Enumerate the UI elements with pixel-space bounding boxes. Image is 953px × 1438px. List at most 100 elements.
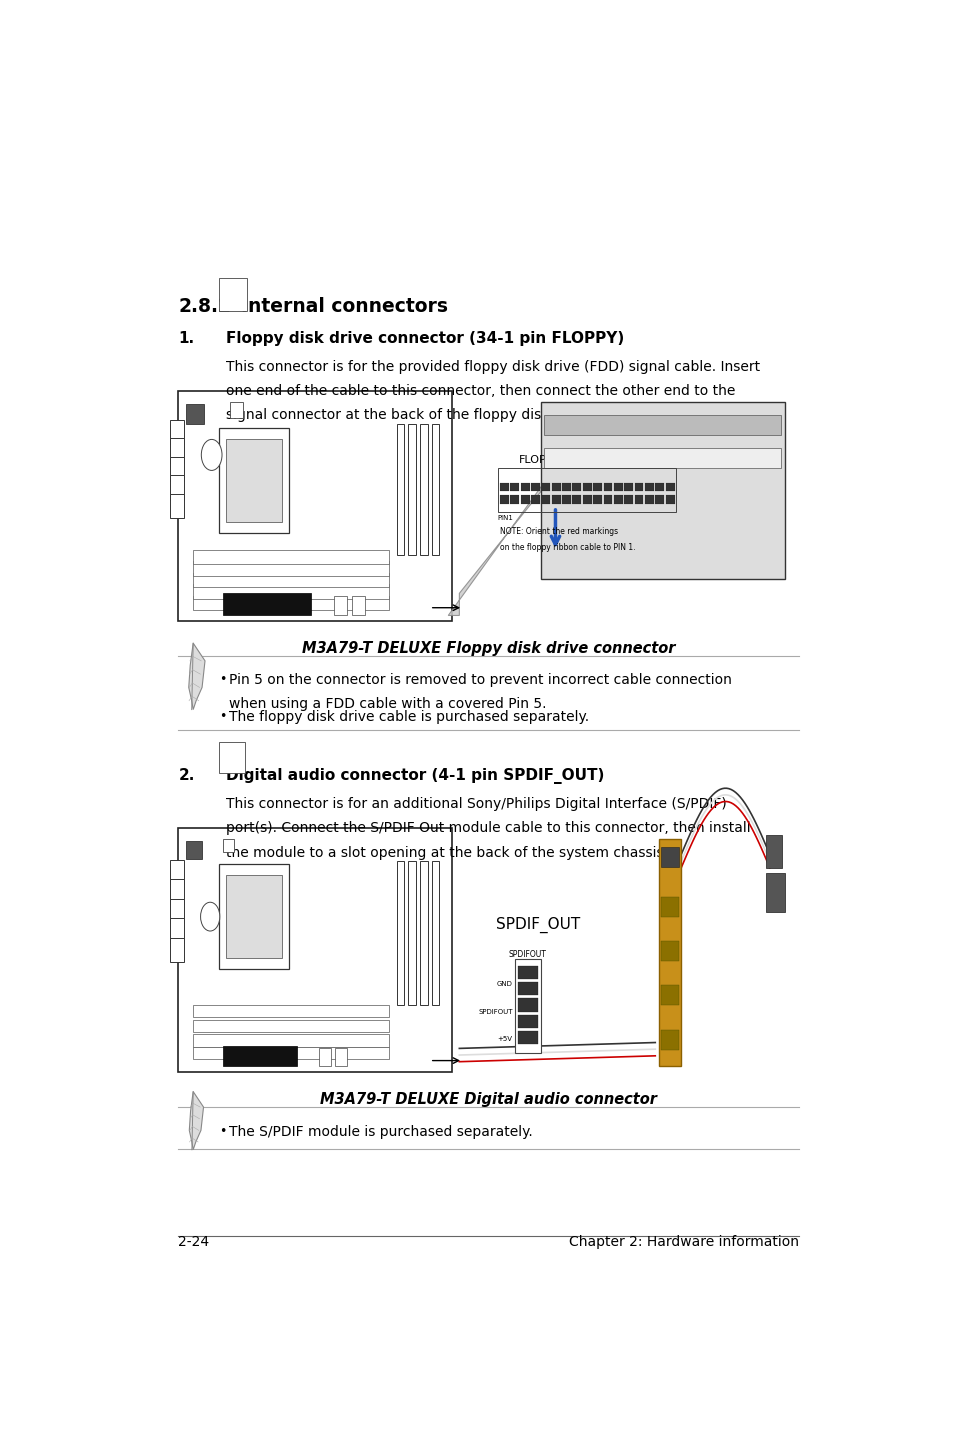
Text: when using a FDD cable with a covered Pin 5.: when using a FDD cable with a covered Pi… (229, 697, 546, 712)
Bar (335, 1048, 347, 1066)
Bar (613, 495, 622, 503)
Text: the module to a slot opening at the back of the system chassis.: the module to a slot opening at the back… (226, 846, 668, 860)
Bar (561, 495, 571, 503)
Text: The floppy disk drive cable is purchased separately.: The floppy disk drive cable is purchased… (229, 709, 588, 723)
Bar (226, 876, 282, 958)
Bar (540, 401, 783, 580)
Bar (499, 483, 508, 492)
Bar (520, 495, 529, 503)
Bar (419, 861, 427, 1005)
Bar (193, 1047, 389, 1058)
Text: 2.8.2: 2.8.2 (178, 296, 232, 315)
Bar (582, 495, 591, 503)
Bar (193, 1034, 389, 1047)
Bar (660, 897, 679, 916)
Text: 2-24: 2-24 (178, 1235, 210, 1248)
Bar (623, 483, 633, 492)
Bar (623, 495, 633, 503)
Bar (222, 594, 311, 615)
Bar (660, 940, 679, 961)
Text: +5V: +5V (497, 1037, 512, 1043)
Text: GND: GND (497, 981, 512, 986)
Bar (665, 483, 674, 492)
Bar (171, 457, 184, 482)
Bar (644, 483, 653, 492)
Bar (193, 572, 389, 587)
Bar (544, 449, 781, 469)
Bar (219, 278, 247, 311)
Bar (334, 595, 347, 615)
Bar (171, 475, 184, 499)
Bar (572, 495, 580, 503)
Bar (659, 840, 680, 1066)
Bar (396, 861, 403, 1005)
Bar (517, 982, 537, 995)
Bar (531, 495, 539, 503)
Bar (551, 483, 560, 492)
Bar (193, 1020, 389, 1032)
Bar (186, 841, 202, 858)
Bar (613, 483, 622, 492)
Bar (432, 424, 439, 555)
Bar (655, 483, 663, 492)
Polygon shape (189, 643, 205, 709)
Bar (541, 495, 550, 503)
Bar (582, 483, 591, 492)
Bar (171, 899, 184, 923)
Bar (517, 966, 537, 979)
Bar (432, 861, 439, 1005)
Bar (352, 595, 365, 615)
Circle shape (201, 440, 222, 470)
Bar (396, 424, 403, 555)
Bar (660, 847, 679, 867)
Bar (593, 495, 601, 503)
Bar (593, 483, 601, 492)
Bar (193, 584, 389, 598)
Bar (510, 483, 518, 492)
Bar (171, 919, 184, 942)
Bar (644, 495, 653, 503)
Bar (171, 860, 184, 884)
Bar (551, 495, 560, 503)
Bar (531, 483, 539, 492)
Text: The S/PDIF module is purchased separately.: The S/PDIF module is purchased separatel… (229, 1125, 532, 1139)
Text: PIN1: PIN1 (497, 515, 513, 521)
Bar (318, 1048, 331, 1066)
Bar (497, 469, 676, 512)
Bar (665, 495, 674, 503)
Bar (222, 1047, 296, 1066)
Bar (178, 823, 799, 1077)
Bar (408, 861, 416, 1005)
Bar (222, 840, 233, 853)
Bar (193, 1005, 389, 1018)
Text: 2.: 2. (178, 768, 194, 784)
Bar (226, 440, 282, 522)
Bar (517, 1015, 537, 1028)
Bar (230, 401, 243, 418)
Bar (603, 495, 612, 503)
Bar (660, 1030, 679, 1050)
Bar (572, 483, 580, 492)
Bar (765, 835, 781, 869)
Text: on the floppy ribbon cable to PIN 1.: on the floppy ribbon cable to PIN 1. (499, 544, 635, 552)
Text: •: • (219, 1125, 226, 1137)
Bar (561, 483, 571, 492)
Text: 1.: 1. (178, 331, 194, 347)
Text: Chapter 2: Hardware information: Chapter 2: Hardware information (569, 1235, 799, 1248)
Bar (655, 495, 663, 503)
Bar (510, 495, 518, 503)
Text: NOTE: Orient the red markings: NOTE: Orient the red markings (499, 526, 618, 536)
Bar (517, 1031, 537, 1044)
Bar (171, 493, 184, 518)
Polygon shape (448, 411, 614, 615)
Bar (171, 420, 184, 444)
Text: SPDIFOUT: SPDIFOUT (508, 951, 546, 959)
Bar (171, 879, 184, 903)
Text: port(s). Connect the S/PDIF Out module cable to this connector, then install: port(s). Connect the S/PDIF Out module c… (226, 821, 750, 835)
Bar (603, 483, 612, 492)
Bar (419, 424, 427, 555)
Bar (193, 549, 389, 564)
Bar (171, 439, 184, 463)
Bar (219, 429, 289, 533)
Bar (178, 391, 452, 621)
